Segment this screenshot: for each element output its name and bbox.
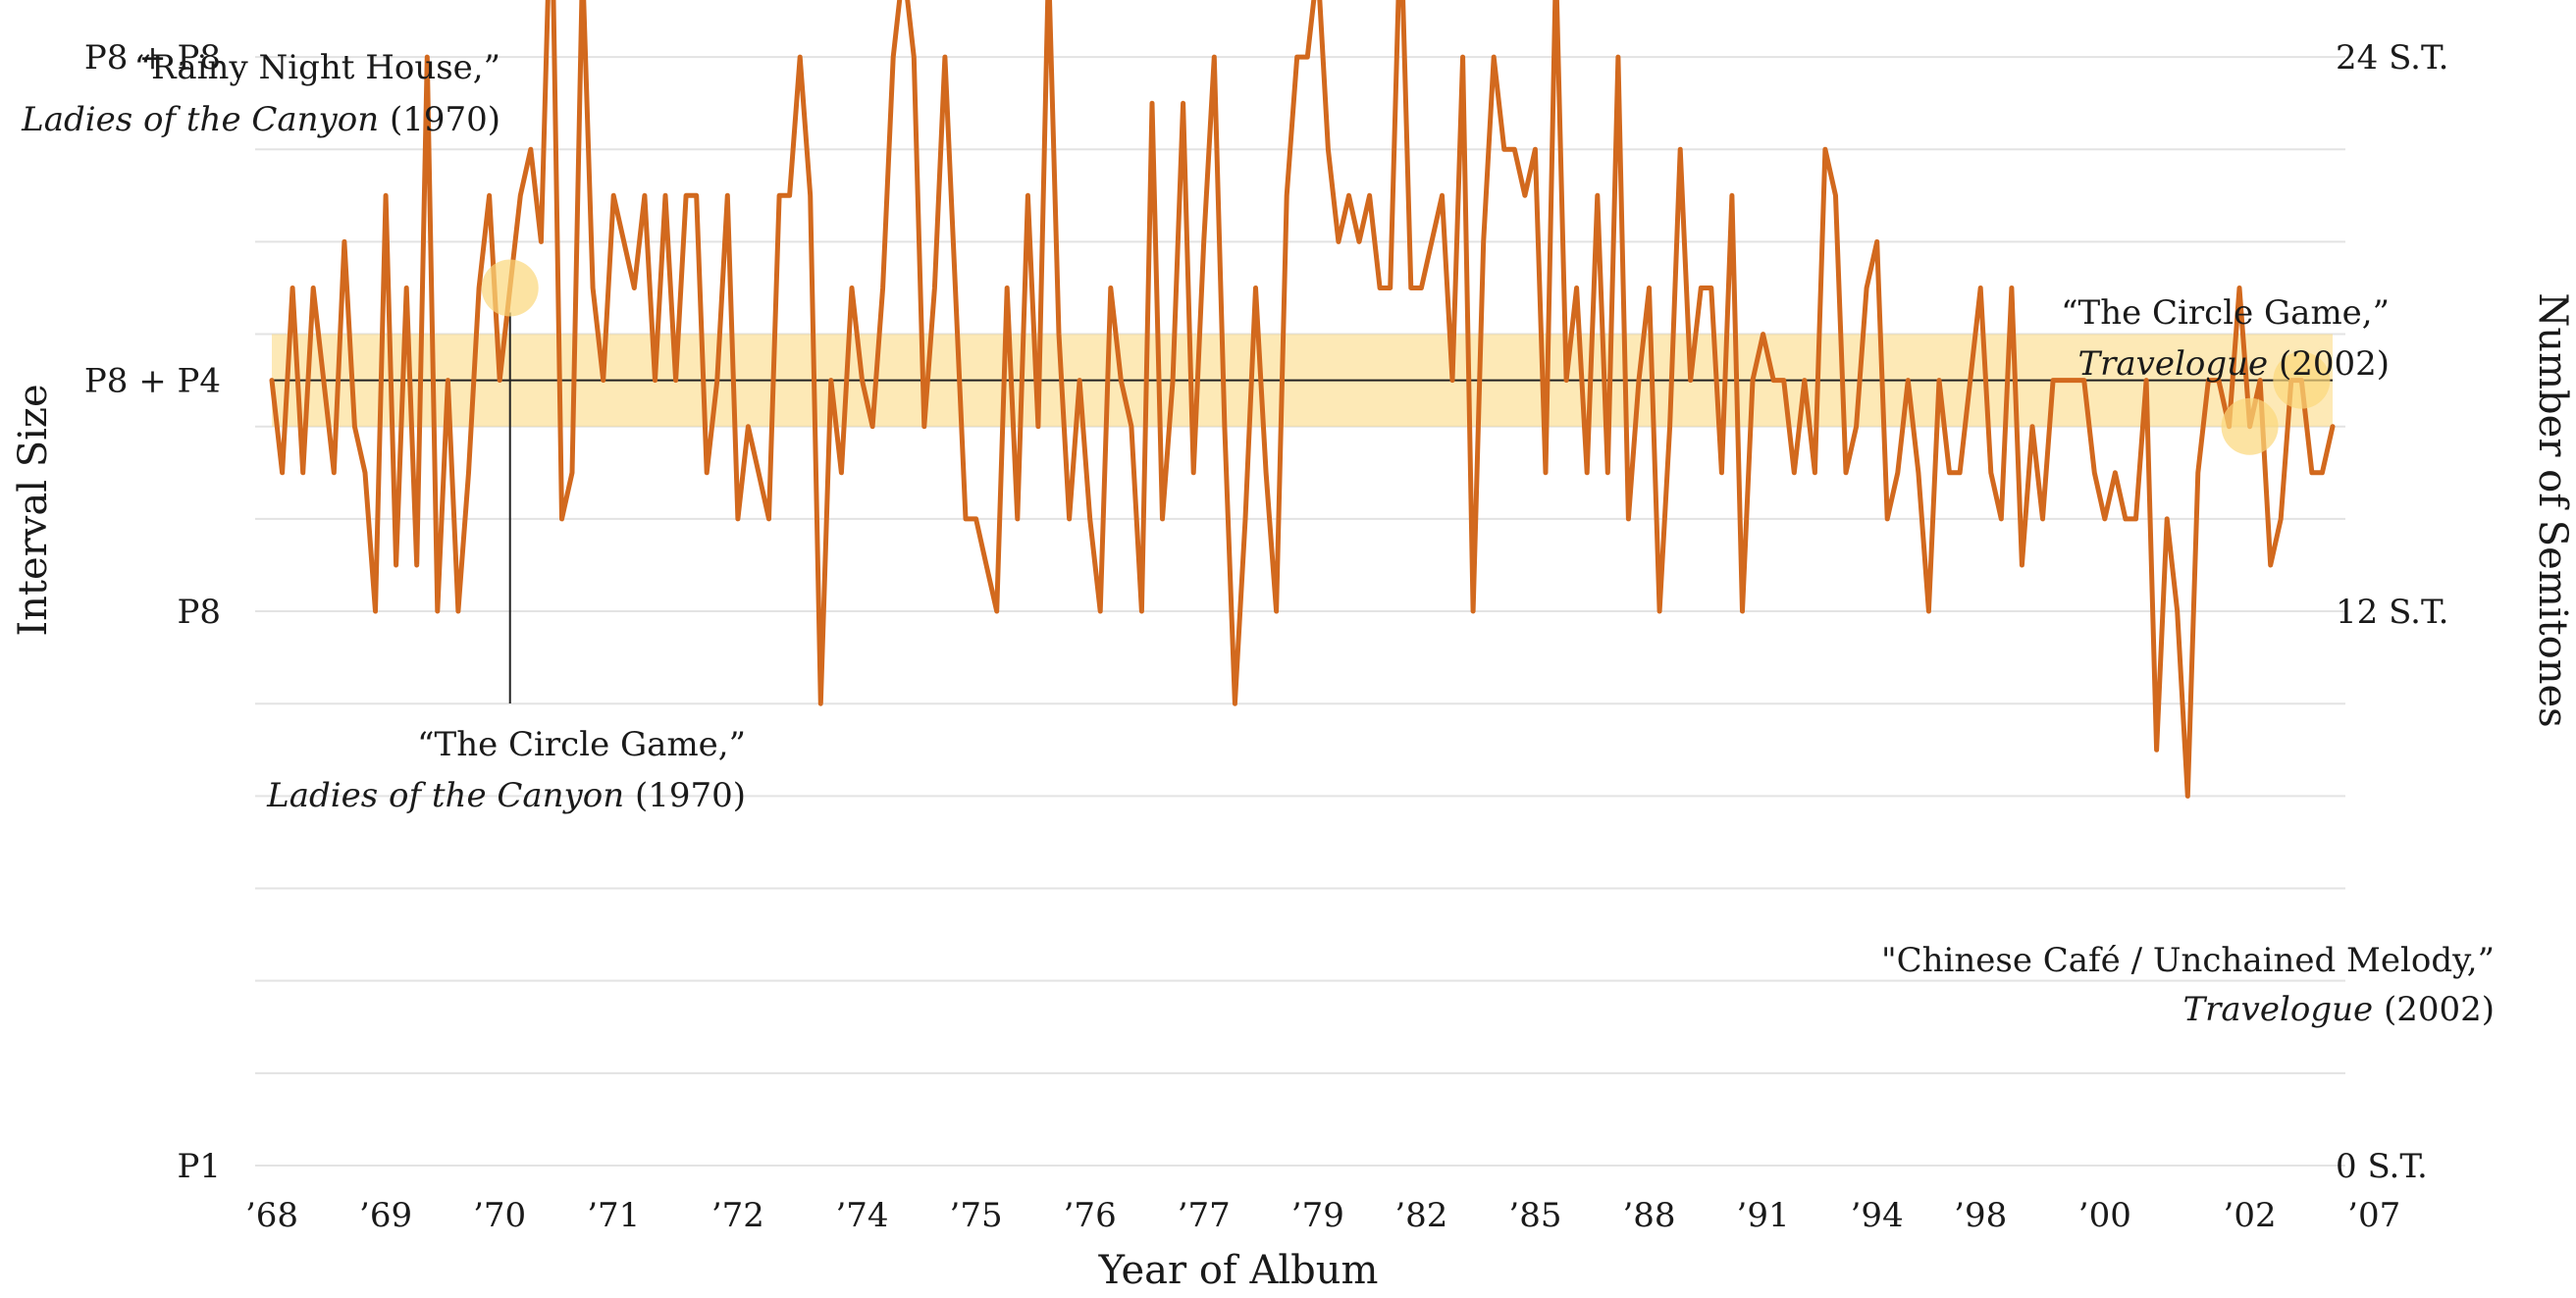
- x-tick-label: ’68: [245, 1196, 298, 1235]
- annotation-title: "Chinese Café / Unchained Melody,”: [1881, 941, 2495, 980]
- annotation-year: (1970): [635, 776, 746, 815]
- annotation-album: Travelogue: [2182, 990, 2383, 1029]
- gridlines: [255, 56, 2345, 1167]
- x-tick-label: ’77: [1178, 1196, 1231, 1235]
- x-tick-label: ’72: [711, 1196, 764, 1235]
- x-tick-label: ’82: [1394, 1196, 1447, 1235]
- x-tick-label: ’02: [2224, 1196, 2277, 1235]
- right-tick-label: 24 S.T.: [2336, 38, 2448, 78]
- annotation-marker: [2273, 351, 2331, 409]
- right-axis-ticks: 0 S.T. 12 S.T. 24 S.T.: [2336, 38, 2448, 1186]
- annotation-title: “The Circle Game,”: [417, 725, 746, 764]
- annotation-album-year: Ladies of the Canyon (1970): [21, 100, 500, 139]
- y-axis-title: Interval Size: [11, 384, 56, 636]
- series-line: [269, 0, 2336, 799]
- x-tick-label: ’98: [1954, 1196, 2007, 1235]
- x-tick-label: ’71: [587, 1196, 640, 1235]
- annotation-year: (1970): [390, 100, 500, 139]
- x-tick-label: ’76: [1064, 1196, 1117, 1235]
- annotation-album-year: Travelogue (2002): [2077, 344, 2390, 384]
- x-tick-label: ’79: [1291, 1196, 1344, 1235]
- x-tick-label: ’88: [1622, 1196, 1675, 1235]
- annotation-year: (2002): [2279, 344, 2390, 384]
- right-tick-label: 12 S.T.: [2336, 593, 2448, 632]
- annotation-album-year: Ladies of the Canyon (1970): [266, 776, 746, 815]
- annotation-title: “The Circle Game,”: [2061, 293, 2390, 333]
- annotation-album: Travelogue: [2077, 344, 2278, 384]
- x-tick-label: ’07: [2347, 1196, 2400, 1235]
- annotation-album: Ladies of the Canyon: [21, 100, 390, 139]
- left-tick-label: P8 + P4: [84, 362, 221, 401]
- left-tick-label: P8: [177, 593, 221, 632]
- right-y-axis-title: Number of Semitones: [2530, 292, 2575, 727]
- x-tick-label: ’70: [473, 1196, 526, 1235]
- x-axis-title: Year of Album: [1098, 1248, 1379, 1293]
- left-tick-label: P1: [177, 1147, 221, 1186]
- annotation-marker: [2221, 397, 2279, 455]
- right-tick-label: 0 S.T.: [2336, 1147, 2428, 1186]
- annotation-album: Ladies of the Canyon: [266, 776, 635, 815]
- x-tick-label: ’94: [1851, 1196, 1904, 1235]
- annotation-marker: [481, 259, 539, 317]
- x-tick-label: ’00: [2078, 1196, 2131, 1235]
- x-tick-label: ’85: [1508, 1196, 1561, 1235]
- x-tick-label: ’75: [950, 1196, 1003, 1235]
- annotation-year: (2002): [2384, 990, 2495, 1029]
- x-axis-ticks: ’68 ’69 ’70 ’71 ’72 ’74 ’75 ’76 ’77 ’79 ’82 ’85 ’88 ’…: [245, 1196, 2400, 1235]
- x-tick-label: ’91: [1737, 1196, 1790, 1235]
- x-tick-label: ’69: [359, 1196, 412, 1235]
- x-tick-label: ’74: [835, 1196, 888, 1235]
- annotation-markers: [481, 259, 2331, 455]
- left-tick-label: P8 + P8: [84, 38, 221, 78]
- annotation-labels: “Rainy Night House,” Ladies of the Canyon…: [21, 48, 2495, 1029]
- annotation-album-year: Travelogue (2002): [2182, 990, 2495, 1029]
- left-axis-ticks: P1 P8 P8 + P4 P8 + P8: [84, 38, 221, 1186]
- annotation-title: “Rainy Night House,”: [134, 48, 500, 87]
